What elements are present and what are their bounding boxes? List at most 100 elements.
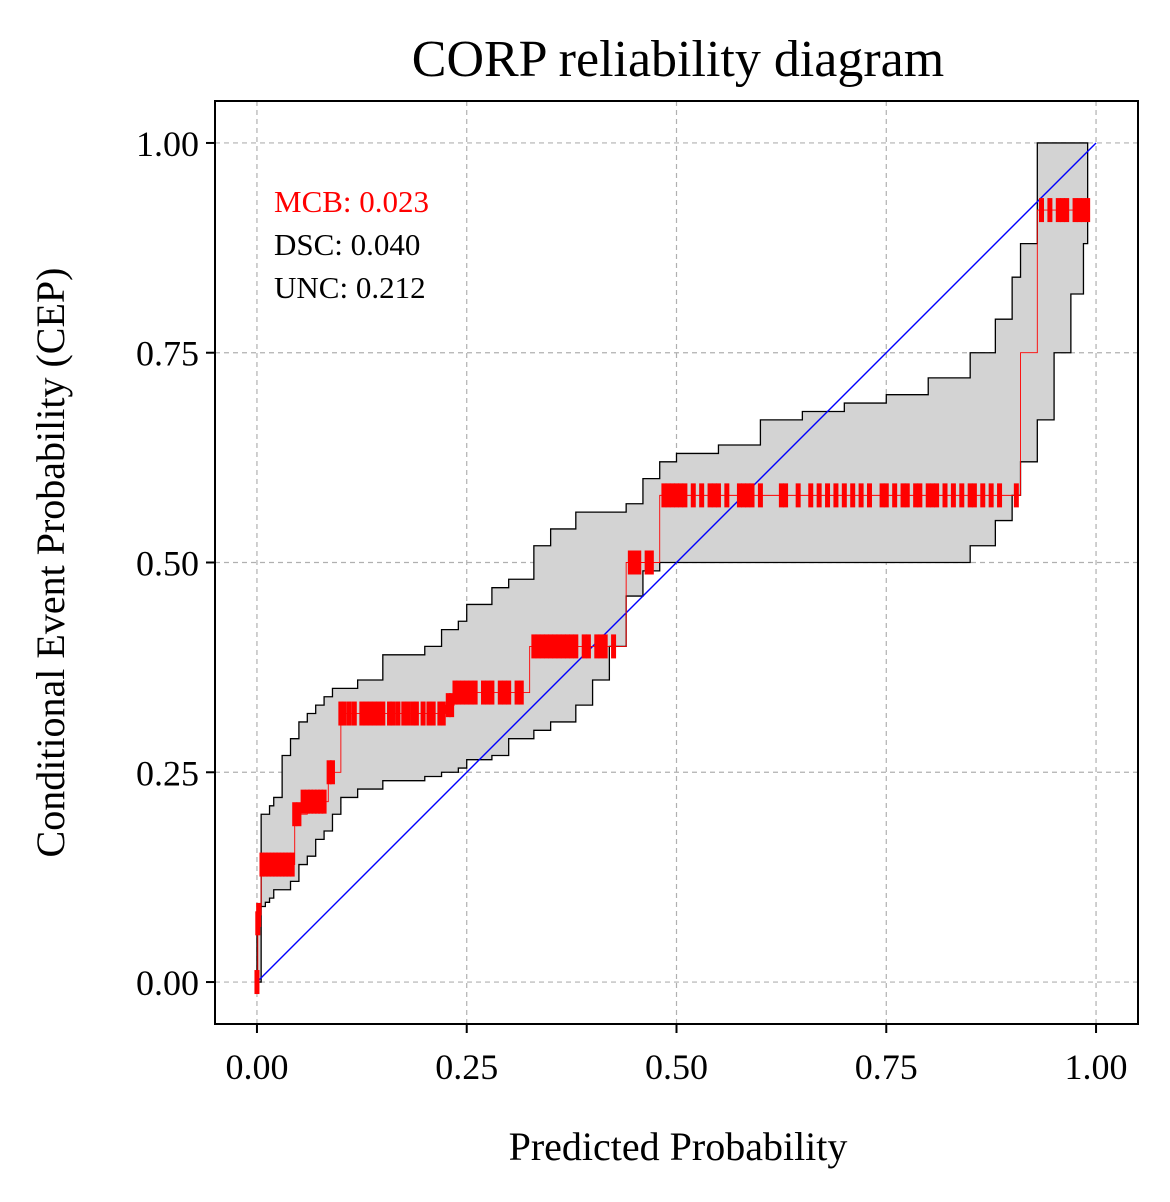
cep-point	[816, 483, 822, 508]
cep-point	[272, 852, 278, 877]
y-axis-label: Conditional Event Probability (CEP)	[28, 268, 73, 858]
y-tick-label: 0.75	[136, 334, 199, 374]
cep-point	[296, 802, 302, 827]
cep-point	[518, 680, 524, 705]
metric-annotation: UNC: 0.212	[274, 270, 426, 305]
cep-point	[543, 634, 549, 659]
cep-point	[420, 701, 426, 726]
cep-point	[598, 634, 604, 659]
diagonal-reference-line	[256, 142, 1097, 983]
cep-point	[745, 483, 751, 508]
cep-point	[256, 902, 262, 927]
cep-point	[321, 789, 327, 814]
cep-point	[858, 483, 864, 508]
cep-point	[282, 852, 288, 877]
cep-point	[959, 483, 965, 508]
cep-point	[552, 634, 558, 659]
cep-point	[661, 483, 667, 508]
cep-point	[286, 852, 292, 877]
cep-point	[380, 701, 386, 726]
cep-point	[669, 483, 675, 508]
cep-point	[279, 852, 285, 877]
cep-point	[1055, 198, 1061, 223]
x-tick-label: 1.00	[1065, 1047, 1128, 1087]
cep-point	[678, 483, 684, 508]
cep-point	[464, 680, 470, 705]
cep-point	[460, 680, 466, 705]
x-tick-label: 0.25	[435, 1047, 498, 1087]
cep-point	[564, 634, 570, 659]
diagonal-line	[256, 142, 1097, 983]
cep-point	[472, 680, 478, 705]
cep-point	[387, 701, 393, 726]
cep-point	[904, 483, 910, 508]
cep-point	[573, 634, 579, 659]
cep-point	[783, 483, 789, 508]
cep-point	[401, 701, 407, 726]
cep-point	[556, 634, 562, 659]
cep-point	[757, 483, 763, 508]
cep-point	[602, 634, 608, 659]
cep-point	[560, 634, 566, 659]
cep-point	[778, 483, 784, 508]
x-axis-ticks: 0.00 0.25 0.50 0.75 1.00	[225, 1024, 1128, 1087]
cep-point	[548, 634, 554, 659]
cep-point	[569, 634, 575, 659]
cep-point	[929, 483, 935, 508]
cep-point	[371, 701, 377, 726]
cep-point	[997, 483, 1003, 508]
cep-point	[452, 680, 458, 705]
cep-point	[690, 483, 696, 508]
cep-point	[1080, 198, 1086, 223]
cep-point	[329, 760, 335, 785]
cep-point	[913, 483, 919, 508]
cep-point	[841, 483, 847, 508]
metric-annotation: DSC: 0.040	[274, 227, 420, 262]
metric-annotation: MCB: 0.023	[274, 184, 429, 219]
cep-point	[749, 483, 755, 508]
cep-point	[308, 789, 314, 814]
cep-point	[292, 802, 298, 827]
metrics-annotations: MCB: 0.023 DSC: 0.040 UNC: 0.212	[274, 184, 429, 305]
cep-point	[440, 701, 446, 726]
cep-point	[376, 701, 382, 726]
cep-step-line	[256, 209, 1088, 983]
cep-point	[682, 483, 688, 508]
cep-point	[1059, 198, 1065, 223]
x-tick-label: 0.00	[225, 1047, 288, 1087]
cep-point	[254, 970, 260, 995]
cep-point	[367, 701, 373, 726]
cep-point	[1076, 198, 1082, 223]
y-tick-label: 0.25	[136, 753, 199, 793]
cep-point	[883, 483, 889, 508]
y-tick-label: 1.00	[136, 124, 199, 164]
cep-point	[971, 483, 977, 508]
cep-point	[300, 789, 306, 814]
x-axis-label: Predicted Probability	[509, 1124, 848, 1169]
cep-point	[501, 680, 507, 705]
cep-point	[531, 634, 537, 659]
cep-point	[489, 680, 495, 705]
cep-point	[648, 550, 654, 575]
cep-point	[674, 483, 679, 508]
cep-point	[455, 680, 461, 705]
cep-point	[311, 789, 317, 814]
cep-point	[741, 483, 747, 508]
y-tick-label: 0.50	[136, 544, 199, 584]
cep-point	[594, 634, 600, 659]
cep-point	[314, 789, 320, 814]
cep-point	[410, 701, 416, 726]
cep-point	[1013, 483, 1019, 508]
y-axis-ticks: 0.00 0.25 0.50 0.75 1.00	[136, 124, 215, 1003]
cep-point	[269, 852, 275, 877]
cep-point	[892, 483, 898, 508]
cep-point	[988, 483, 994, 508]
cep-point	[1039, 198, 1045, 223]
cep-point	[724, 483, 730, 508]
cep-point	[390, 701, 396, 726]
cep-point	[405, 701, 411, 726]
cep-point	[1085, 198, 1091, 223]
cep-point	[1072, 198, 1078, 223]
cep-point	[506, 680, 512, 705]
cep-point	[736, 483, 742, 508]
